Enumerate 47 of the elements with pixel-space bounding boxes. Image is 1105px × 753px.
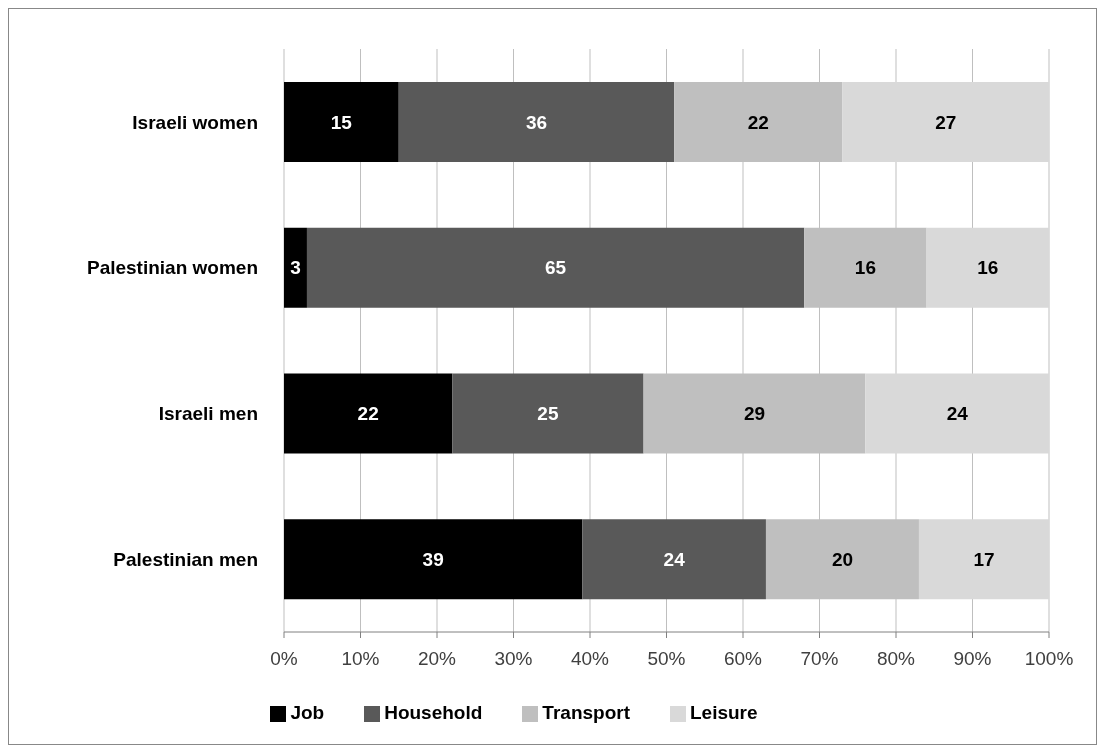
data-label: 17 bbox=[973, 548, 995, 570]
bar bbox=[842, 82, 1049, 162]
bar bbox=[306, 227, 805, 308]
data-label: 27 bbox=[935, 111, 957, 133]
x-tick-label: 90% bbox=[953, 648, 992, 670]
x-tick-label: 30% bbox=[494, 648, 533, 670]
data-label: 16 bbox=[854, 257, 876, 279]
y-tick-label: Palestinian women bbox=[86, 257, 258, 279]
data-label: 20 bbox=[831, 548, 854, 570]
bar bbox=[284, 82, 399, 162]
legend-label: Household bbox=[384, 702, 483, 723]
x-tick-label: 40% bbox=[570, 648, 610, 670]
data-label: 16 bbox=[977, 257, 999, 279]
y-tick-label: Palestinian men bbox=[113, 548, 258, 570]
legend-label: Leisure bbox=[689, 702, 758, 723]
x-tick-label: 70% bbox=[800, 648, 839, 670]
bar bbox=[918, 519, 1049, 600]
data-label: 15 bbox=[330, 111, 353, 133]
data-label: 24 bbox=[663, 548, 686, 570]
bar bbox=[284, 227, 307, 308]
bar bbox=[865, 373, 1049, 454]
x-tick-label: 50% bbox=[647, 648, 686, 670]
y-tick-label: Israeli women bbox=[132, 111, 258, 133]
bar bbox=[926, 227, 1049, 308]
bar bbox=[582, 519, 766, 600]
y-tick-label: Israeli men bbox=[158, 403, 258, 425]
data-label: 22 bbox=[357, 403, 379, 425]
data-label: 24 bbox=[946, 403, 969, 425]
data-label: 22 bbox=[747, 111, 769, 133]
data-label: 39 bbox=[422, 548, 444, 570]
legend-label: Transport bbox=[542, 702, 630, 723]
data-label: 36 bbox=[525, 111, 548, 133]
data-label: 29 bbox=[743, 403, 766, 425]
legend-label: Job bbox=[290, 702, 325, 723]
bar bbox=[452, 373, 644, 454]
x-tick-label: 60% bbox=[723, 648, 763, 670]
x-tick-label: 0% bbox=[270, 648, 298, 670]
bar bbox=[284, 519, 583, 600]
bar bbox=[398, 82, 675, 162]
data-label: 25 bbox=[537, 403, 559, 425]
data-label: 3 bbox=[290, 257, 301, 279]
x-tick-label: 80% bbox=[876, 648, 916, 670]
bar bbox=[284, 373, 453, 454]
data-label: 65 bbox=[545, 257, 567, 279]
x-tick-label: 100% bbox=[1024, 648, 1074, 670]
x-tick-label: 20% bbox=[417, 648, 457, 670]
x-tick-label: 10% bbox=[341, 648, 380, 670]
